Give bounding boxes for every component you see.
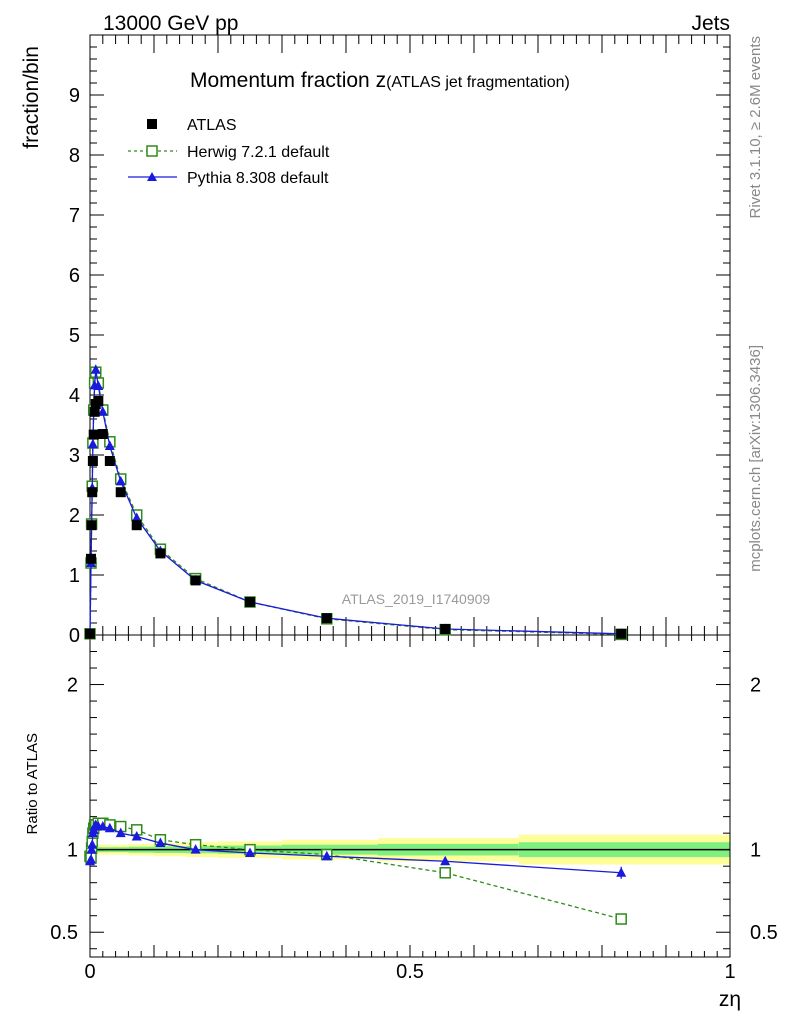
main-y-tick-label: 3 — [69, 445, 80, 467]
atlas-data-point — [190, 575, 201, 586]
legend-atlas-marker — [147, 119, 157, 129]
atlas-data-point — [85, 628, 95, 639]
ratio-x-tick-label: 0.5 — [396, 961, 424, 983]
herwig-data-point — [439, 867, 451, 879]
atlas-data-point — [155, 548, 166, 559]
atlas-data-point — [93, 396, 104, 406]
atlas-data-point — [97, 429, 108, 439]
chart-title: Momentum fraction z(ATLAS jet fragmentat… — [190, 69, 570, 92]
pythia-data-point — [90, 364, 101, 374]
atlas-data-point — [86, 520, 97, 531]
atlas-data-point — [321, 613, 332, 624]
atlas-data-point — [440, 624, 451, 634]
pythia-data-point — [440, 855, 451, 866]
atlas-data-point — [88, 429, 99, 440]
pythia-data-point — [97, 821, 108, 831]
atlas-data-point — [131, 520, 142, 531]
pythia-data-point — [115, 827, 126, 838]
main-y-tick-label: 5 — [69, 325, 80, 347]
atlas-data-point — [86, 553, 97, 564]
atlas-data-point — [87, 456, 98, 466]
mcplots-source-label: mcplots.cern.ch [arXiv:1306.3436] — [747, 345, 764, 572]
ratio-y-tick-label: 1 — [67, 840, 78, 862]
atlas-data-point — [89, 406, 100, 417]
analysis-watermark: ATLAS_2019_I1740909 — [342, 591, 491, 607]
ratio-x-axis-label: zη — [719, 988, 741, 1011]
ratio-y-tick-label: 2 — [67, 675, 78, 697]
pythia-data-point — [245, 847, 255, 857]
atlas-data-point — [115, 487, 126, 498]
main-y-tick-label: 2 — [69, 505, 80, 527]
ratio-y-tick-label-right: 1 — [750, 840, 761, 862]
data-series — [84, 364, 627, 925]
atlas-data-point — [104, 456, 115, 466]
legend-pythia-marker — [147, 172, 157, 181]
axes: 1 2 3 4 5 6 7 8 9 0 0 0.5 1 0.5 0.5 1 1 2 2 — [50, 34, 778, 983]
legend-entry-pythia: Pythia 8.308 default — [128, 170, 329, 187]
ratio-y-tick-label-right: 2 — [750, 675, 761, 697]
atlas-data-point — [245, 597, 255, 607]
main-y-tick-label: 8 — [69, 145, 80, 167]
legend: ATLAS Herwig 7.2.1 default Pythia 8.308 … — [128, 117, 330, 187]
legend-atlas-label: ATLAS — [187, 117, 237, 134]
chart-title-main: Momentum fraction z — [190, 69, 386, 92]
main-plot-frame — [89, 34, 731, 636]
pythia-data-point — [155, 837, 166, 848]
ratio-y-axis-label: Ratio to ATLAS — [24, 733, 41, 834]
header-left-label: 13000 GeV pp — [103, 12, 238, 35]
legend-herwig-marker — [146, 145, 158, 157]
atlas-data-point — [87, 487, 98, 498]
pythia-data-point — [131, 512, 142, 522]
main-y-tick-label: 0 — [69, 625, 80, 647]
ratio-y-tick-label: 0.5 — [50, 922, 78, 944]
main-y-tick-label: 7 — [69, 205, 80, 227]
pythia-data-point — [93, 380, 104, 390]
pythia-data-point — [104, 440, 115, 450]
ratio-y-tick-label-right: 0.5 — [750, 922, 778, 944]
main-y-tick-label: 9 — [69, 85, 80, 107]
rivet-version-label: Rivet 3.1.10, ≥ 2.6M events — [747, 36, 764, 219]
main-y-tick-label: 4 — [69, 385, 80, 407]
pythia-data-point — [131, 830, 142, 841]
legend-pythia-label: Pythia 8.308 default — [187, 170, 329, 187]
legend-entry-atlas: ATLAS — [147, 117, 237, 134]
pythia-data-point — [104, 822, 115, 833]
main-y-axis-label: fraction/bin — [20, 46, 43, 149]
chart-title-sub: (ATLAS jet fragmentation) — [386, 74, 570, 91]
main-y-tick-label: 6 — [69, 265, 80, 287]
pythia-data-point — [87, 438, 98, 449]
pythia-data-point — [97, 406, 108, 416]
legend-entry-herwig: Herwig 7.2.1 default — [128, 144, 330, 161]
pythia-data-point — [86, 844, 97, 854]
main-y-tick-label: 1 — [69, 565, 80, 587]
pythia-data-point — [321, 850, 332, 861]
pythia-data-point — [87, 839, 98, 849]
ratio-plot-frame — [89, 634, 731, 958]
pythia-data-point — [190, 844, 201, 854]
pythia-data-point — [115, 475, 126, 486]
header-right-label: Jets — [691, 12, 730, 35]
pythia-data-point — [86, 854, 97, 864]
ratio-x-tick-label: 0 — [84, 961, 95, 983]
atlas-data-point — [616, 628, 627, 639]
ratio-x-tick-label: 1 — [724, 961, 735, 983]
legend-herwig-label: Herwig 7.2.1 default — [187, 144, 330, 161]
herwig-data-point — [615, 913, 627, 925]
